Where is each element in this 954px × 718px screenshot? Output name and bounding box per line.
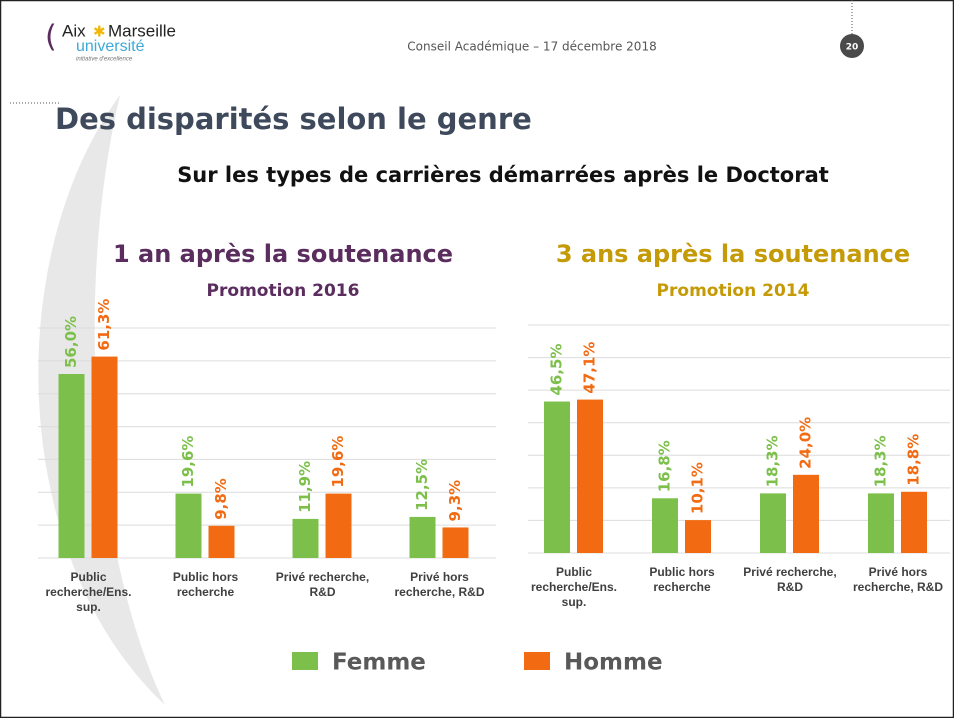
- bar: [442, 527, 469, 558]
- bar: [409, 516, 436, 558]
- bar: [685, 520, 711, 553]
- bar: [58, 374, 85, 558]
- x-tick-label: Public recherche/Ens. sup.: [530, 565, 618, 609]
- x-tick-label: Public recherche/Ens. sup.: [45, 570, 132, 614]
- chart-subtitle: Promotion 2014: [657, 281, 810, 301]
- bar: [868, 493, 894, 553]
- value-label: 46,5%: [548, 343, 566, 395]
- value-label: 19,6%: [329, 436, 347, 488]
- chart-title: 3 ans après la soutenance: [556, 240, 910, 268]
- x-tick-label: Public hors recherche: [172, 570, 239, 599]
- header-event: Conseil Académique – 17 décembre 2018: [407, 40, 656, 54]
- bar: [292, 518, 319, 558]
- legend-label: Homme: [564, 650, 663, 676]
- legend-label: Femme: [332, 650, 426, 676]
- x-tick-label: Privé hors recherche, R&D: [394, 570, 485, 599]
- x-tick-label: Privé recherche, R&D: [275, 570, 370, 599]
- bar: [208, 525, 235, 558]
- value-label: 19,6%: [179, 436, 197, 488]
- bar: [760, 493, 786, 553]
- logo-tagline: initiative d'excellence: [76, 57, 133, 63]
- page-badge: [840, 34, 864, 58]
- bar: [652, 498, 678, 553]
- chart-subtitle: Promotion 2016: [207, 281, 360, 301]
- x-tick-label: Public hors recherche: [649, 565, 715, 594]
- bar: [544, 401, 570, 553]
- chart-title: 1 an après la soutenance: [113, 240, 453, 268]
- page-number: 20: [846, 43, 859, 53]
- legend-swatch: [524, 652, 550, 670]
- slide-title: Des disparités selon le genre: [55, 102, 532, 136]
- bar: [91, 356, 118, 558]
- bar: [901, 491, 927, 553]
- value-label: 18,3%: [872, 435, 890, 487]
- bar: [325, 493, 352, 558]
- value-label: 18,3%: [764, 435, 782, 487]
- x-tick-label: Privé hors recherche, R&D: [852, 565, 944, 594]
- value-label: 12,5%: [413, 459, 431, 511]
- x-tick-label: Privé recherche, R&D: [743, 565, 837, 594]
- value-label: 10,1%: [689, 462, 707, 514]
- bar: [577, 399, 603, 553]
- value-label: 24,0%: [797, 417, 815, 469]
- legend-swatch: [292, 652, 318, 670]
- value-label: 56,0%: [62, 316, 80, 368]
- slide-subtitle: Sur les types de carrières démarrées apr…: [177, 163, 829, 187]
- logo-text: Aix: [62, 21, 86, 40]
- value-label: 11,9%: [296, 461, 314, 513]
- logo-bracket: (: [45, 20, 57, 55]
- value-label: 9,3%: [446, 480, 464, 522]
- logo-star: ✱: [93, 23, 106, 41]
- value-label: 61,3%: [95, 299, 113, 351]
- value-label: 18,8%: [905, 434, 923, 486]
- logo-text: université: [76, 38, 145, 55]
- value-label: 16,8%: [656, 440, 674, 492]
- value-label: 47,1%: [581, 342, 599, 394]
- value-label: 9,8%: [212, 478, 230, 520]
- bar: [175, 493, 202, 558]
- bar: [793, 474, 819, 553]
- logo-text: Marseille: [108, 21, 176, 40]
